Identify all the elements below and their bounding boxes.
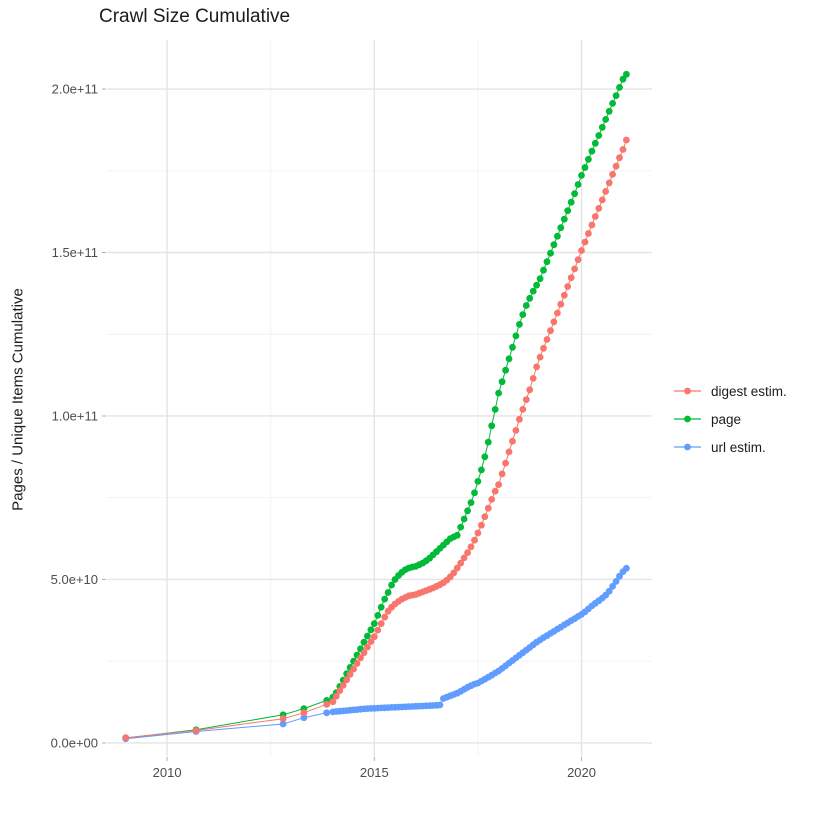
y-tick-label: 1.5e+11 [52,245,98,260]
legend: digest estim. page url estim. [674,377,787,461]
y-tick-label: 2.0e+11 [52,82,98,97]
legend-item: url estim. [674,433,787,461]
series-line [125,139,627,739]
legend-key-icon [674,387,701,395]
legend-key-icon [674,443,701,451]
legend-label: digest estim. [711,383,787,399]
legend-label: page [711,411,742,427]
x-tick-label: 2015 [360,765,389,780]
y-tick-label: 0.0e+00 [51,735,98,750]
y-tick-label: 5.0e+10 [51,572,98,587]
y-tick-label: 1.0e+11 [52,408,98,423]
x-tick-label: 2020 [567,765,596,780]
chart-title: Crawl Size Cumulative [99,6,291,27]
series-line [125,567,627,740]
x-tick-label: 2010 [153,765,182,780]
legend-key-icon [674,415,701,423]
series-points [122,564,630,743]
legend-label: url estim. [711,439,766,455]
series-points [122,70,630,742]
series-points [122,136,630,742]
legend-item: digest estim. [674,377,787,405]
legend-item: page [674,405,787,433]
